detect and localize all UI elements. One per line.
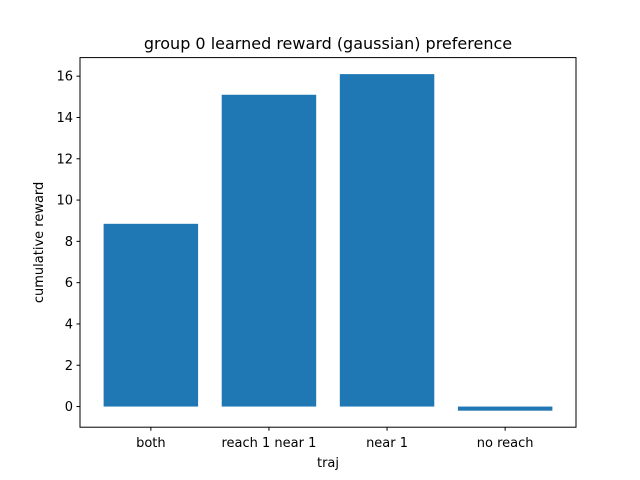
- x-tick-label: near 1: [366, 436, 408, 451]
- bar-near-1: [339, 74, 435, 407]
- y-tick-label: 4: [65, 317, 73, 332]
- bar-reach-1-near-1: [221, 94, 317, 407]
- x-tick-label: both: [136, 436, 166, 451]
- x-tick-label: no reach: [477, 436, 534, 451]
- y-tick-label: 6: [65, 276, 73, 291]
- bar-no-reach: [457, 406, 553, 411]
- x-axis-label: traj: [317, 456, 339, 471]
- bar-both: [103, 223, 199, 407]
- y-tick-label: 2: [65, 359, 73, 374]
- y-tick-label: 12: [56, 152, 73, 167]
- y-tick-label: 10: [56, 194, 73, 209]
- y-tick-label: 16: [56, 70, 73, 85]
- y-tick-label: 8: [65, 235, 73, 250]
- chart-title: group 0 learned reward (gaussian) prefer…: [144, 34, 512, 53]
- y-axis-label: cumulative reward: [32, 182, 47, 303]
- y-tick-label: 0: [65, 400, 73, 415]
- y-tick-label: 14: [56, 111, 73, 126]
- plot-frame: [79, 57, 577, 428]
- x-axis-ticks: both reach 1 near 1 near 1 no reach: [136, 427, 534, 451]
- bars-group: [103, 74, 553, 411]
- y-axis-ticks: 0 2 4 6 8 10 12 14 16: [56, 70, 80, 415]
- x-tick-label: reach 1 near 1: [221, 436, 316, 451]
